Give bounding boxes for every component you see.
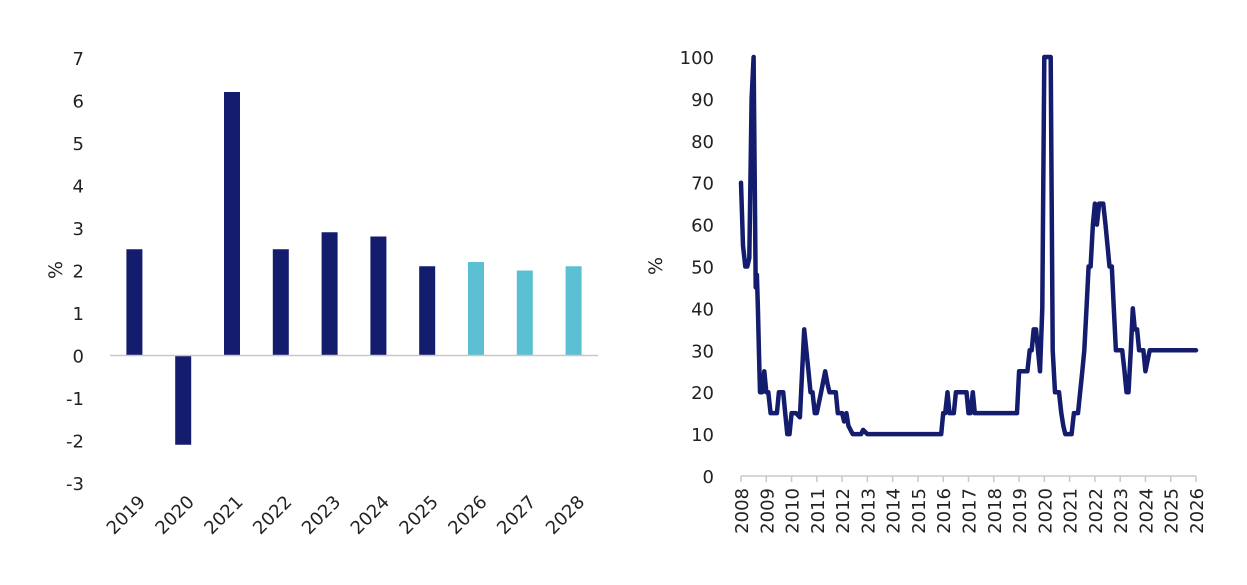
line-chart-x-tick-label: 2016 (934, 488, 955, 534)
line-chart-x-tick-label: 2014 (884, 488, 905, 534)
bar-chart-y-tick-label: 1 (73, 304, 84, 325)
line-chart-y-tick-label: 80 (691, 132, 714, 153)
line-chart-x-tick-label: 2026 (1187, 488, 1208, 534)
line-chart-y-tick-label: 60 (691, 216, 714, 237)
bar-2025 (419, 266, 436, 356)
line-chart-x-ticks: 2008 2009 2010 2011 2012 2013 2014 2015 2016 2017… (732, 488, 1208, 534)
bar-chart-y-tick-label: 2 (73, 262, 84, 283)
line-chart-x-tick-label: 2025 (1162, 488, 1183, 534)
bar-chart-x-tick-label: 2023 (298, 492, 345, 539)
bar-2028 (565, 266, 582, 356)
bar-2026 (468, 262, 484, 356)
line-chart-y-tick-label: 90 (691, 90, 714, 111)
bar-chart-bars (126, 92, 582, 445)
bar-2024 (370, 236, 387, 356)
line-chart-x-tick-marks (740, 476, 1197, 482)
bar-chart-y-tick-label: 7 (73, 49, 84, 70)
line-chart-y-tick-label: 10 (691, 425, 714, 446)
bar-chart-y-tick-label: 6 (73, 92, 84, 113)
line-chart-x-tick-label: 2018 (985, 488, 1006, 534)
bar-chart-x-tick-label: 2028 (542, 492, 589, 539)
bar-chart-y-tick-label: -2 (66, 432, 84, 453)
line-chart-x-tick-label: 2020 (1035, 488, 1056, 534)
line-chart-x-tick-label: 2012 (833, 488, 854, 534)
bar-2023 (321, 232, 338, 356)
bar-chart-x-tick-label: 2026 (444, 492, 491, 539)
bar-chart-x-tick-label: 2022 (249, 492, 296, 539)
line-chart-series-line (738, 54, 1199, 437)
line-chart-x-tick-label: 2017 (960, 488, 981, 534)
line-chart-x-tick-label: 2008 (732, 488, 753, 534)
line-chart-y-tick-label: 100 (680, 48, 714, 69)
bar-2027 (516, 270, 533, 356)
bar-chart-y-ticks: 7 6 5 4 3 2 1 0 -1 -2 -3 (66, 49, 84, 495)
bar-chart-x-tick-label: 2019 (103, 492, 150, 539)
bar-chart-x-tick-label: 2024 (347, 492, 394, 539)
line-chart-y-tick-label: 40 (691, 299, 714, 320)
line-chart-x-tick-label: 2013 (858, 488, 879, 534)
line-chart-x-tick-label: 2010 (783, 488, 804, 534)
bar-chart-x-tick-label: 2021 (200, 492, 247, 539)
bar-chart-y-tick-label: -1 (66, 389, 84, 410)
bar-chart-y-tick-label: 3 (73, 219, 84, 240)
bar-chart-y-axis-label: % (45, 261, 67, 279)
line-chart-y-tick-label: 20 (691, 383, 714, 404)
line-chart-x-tick-label: 2015 (909, 488, 930, 534)
bar-2022 (272, 249, 289, 356)
line-chart-y-tick-label: 50 (691, 258, 714, 279)
bar-2021 (224, 92, 240, 356)
line-chart-x-tick-label: 2011 (808, 488, 829, 534)
line-chart-x-tick-label: 2022 (1086, 488, 1107, 534)
bar-chart-y-tick-label: -3 (66, 474, 84, 495)
bar-chart-x-ticks: 2019 2020 2021 2022 2023 2024 2025 2026 2027 2028 (103, 492, 589, 539)
bar-chart-x-tick-label: 2027 (493, 492, 540, 539)
line-chart-x-tick-label: 2024 (1136, 488, 1157, 534)
line-chart-y-tick-label: 70 (691, 174, 714, 195)
line-chart-x-tick-label: 2023 (1111, 488, 1132, 534)
line-chart-y-axis-label: % (645, 257, 667, 275)
line-chart-x-tick-label: 2019 (1010, 488, 1031, 534)
bar-chart-x-tick-label: 2025 (395, 492, 442, 539)
bar-2020 (175, 355, 192, 445)
bar-2019 (126, 249, 143, 356)
bar-chart-y-tick-label: 5 (73, 134, 84, 155)
line-chart-x-tick-label: 2021 (1061, 488, 1082, 534)
bar-chart-y-tick-label: 4 (73, 177, 84, 198)
line-chart-x-tick-label: 2009 (757, 488, 778, 534)
line-chart-y-tick-label: 30 (691, 341, 714, 362)
line-chart-y-tick-label: 0 (703, 467, 714, 488)
bar-chart-y-tick-label: 0 (73, 347, 84, 368)
bar-chart-x-tick-label: 2020 (151, 492, 198, 539)
